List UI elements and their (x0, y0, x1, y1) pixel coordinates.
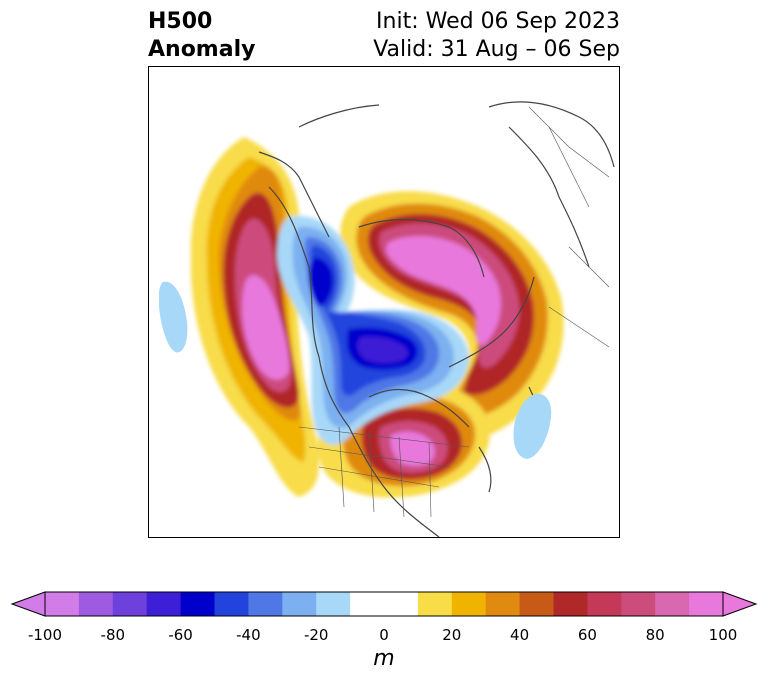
ridge-greenland (340, 191, 564, 441)
colorbar-segment (621, 592, 656, 616)
colorbar-segment (384, 592, 419, 616)
colorbar-tick-label: 40 (510, 626, 530, 644)
colorbar-segment (78, 592, 114, 616)
colorbar-tick-label: -40 (236, 626, 261, 644)
colorbar-segment (553, 592, 588, 616)
plot-title: H500 Anomaly (148, 8, 255, 64)
trough-north (277, 216, 469, 445)
colorbar-tick-label: 0 (379, 626, 389, 644)
colorbar-tick-label: -20 (303, 626, 329, 644)
colorbar-segment (248, 592, 283, 616)
colorbar-segment (316, 592, 351, 616)
colorbar-segment (417, 592, 453, 616)
colorbar-segment (282, 592, 317, 616)
colorbar-frame (44, 591, 724, 617)
colorbar (10, 591, 758, 617)
colorbar-segment (519, 592, 554, 616)
colorbar-segment (350, 592, 385, 616)
political-borders (298, 106, 610, 518)
colorbar-tick-label: -60 (168, 626, 193, 644)
colorbar-segment (451, 592, 487, 616)
colorbar-segment (655, 592, 690, 616)
ridge-west-canada (190, 137, 319, 497)
colorbar-tick-label: 100 (708, 626, 738, 644)
colorbar-segment (587, 592, 622, 616)
colorbar-segment (689, 592, 724, 616)
anomaly-map-svg (149, 101, 619, 537)
colorbar-under-arrow (10, 591, 46, 617)
colorbar-tick-label: -80 (100, 626, 126, 644)
ridge-east-us (317, 383, 490, 498)
colorbar-over-arrow (722, 591, 758, 617)
anomaly-map (148, 66, 620, 538)
colorbar-segments (45, 592, 724, 616)
negative-blob-atlantic (513, 393, 552, 459)
frame-gap-right (611, 282, 619, 322)
colorbar-segment (180, 592, 215, 616)
colorbar-segment (112, 592, 148, 616)
colorbar-tick-label: 20 (442, 626, 462, 644)
colorbar-unit: m (373, 646, 395, 671)
colorbar-segment (485, 592, 521, 616)
colorbar-segment (146, 592, 182, 616)
init-date: Init: Wed 06 Sep 2023 (376, 9, 620, 34)
plot-dates: Init: Wed 06 Sep 2023 Valid: 31 Aug – 06… (373, 8, 620, 64)
colorbar-segment (214, 592, 249, 616)
colorbar-segment (45, 592, 80, 616)
colorbar-tick-label: 80 (645, 626, 665, 644)
coastlines (258, 101, 615, 537)
colorbar-tick-label: -100 (27, 626, 63, 644)
frame-gap-left (149, 282, 159, 322)
colorbar-tick-label: 60 (577, 626, 597, 644)
title-variable: H500 (148, 9, 213, 34)
valid-range: Valid: 31 Aug – 06 Sep (373, 37, 620, 62)
title-field: Anomaly (148, 37, 256, 62)
negative-blob-pacific (158, 281, 188, 353)
